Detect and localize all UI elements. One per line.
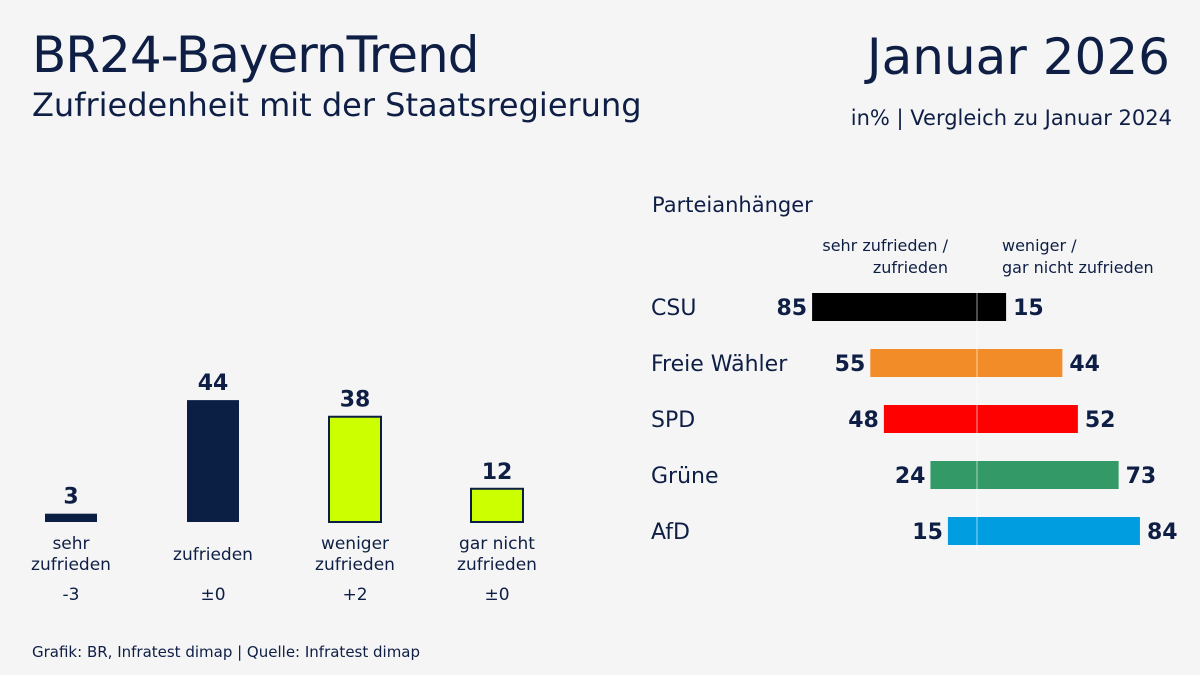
bar	[45, 513, 97, 522]
change-label: ±0	[484, 585, 509, 605]
data-label-satisfied: 24	[895, 464, 926, 489]
category-label: weniger	[321, 534, 389, 554]
data-label: 44	[198, 371, 229, 396]
bar-dissatisfied	[977, 405, 1078, 433]
right-header: gar nicht zufrieden	[1002, 258, 1154, 277]
party-label: CSU	[651, 296, 696, 321]
bar	[328, 415, 382, 523]
bar-dissatisfied	[977, 517, 1140, 545]
data-label-dissatisfied: 44	[1069, 352, 1100, 377]
category-label: zufrieden	[457, 555, 537, 575]
bar	[470, 487, 524, 524]
data-label: 3	[63, 485, 78, 510]
change-label: +2	[342, 585, 367, 605]
source-footer: Grafik: BR, Infratest dimap | Quelle: In…	[32, 643, 421, 661]
data-label: 12	[482, 460, 513, 485]
category-label: sehr	[52, 534, 89, 554]
page-title: BR24-BayernTrend	[32, 26, 479, 84]
data-label-dissatisfied: 84	[1147, 520, 1178, 545]
data-label-satisfied: 15	[912, 520, 943, 545]
party-label: SPD	[651, 408, 695, 433]
party-label: AfD	[651, 520, 690, 545]
change-label: -3	[63, 585, 80, 605]
data-label-satisfied: 48	[848, 408, 879, 433]
bar-dissatisfied	[977, 349, 1063, 377]
bar-satisfied	[883, 405, 977, 433]
bar-satisfied	[930, 461, 977, 489]
survey-date: Januar 2026	[866, 28, 1170, 86]
left-header: sehr zufrieden /	[822, 236, 948, 255]
data-label-dissatisfied: 52	[1085, 408, 1116, 433]
section-title: Parteianhänger	[652, 193, 813, 217]
bar-dissatisfied	[977, 293, 1007, 321]
bar-satisfied	[947, 517, 977, 545]
bar	[187, 400, 239, 522]
right-header: weniger /	[1002, 236, 1077, 255]
party-label: Grüne	[651, 464, 719, 489]
category-label: zufrieden	[31, 555, 111, 575]
category-label: gar nicht	[459, 534, 535, 554]
bar-satisfied	[812, 293, 977, 321]
category-label: zufrieden	[315, 555, 395, 575]
data-label-satisfied: 55	[835, 352, 866, 377]
party-label: Freie Wähler	[651, 352, 788, 377]
data-label-dissatisfied: 73	[1126, 464, 1157, 489]
page-subtitle: Zufriedenheit mit der Staatsregierung	[32, 86, 642, 124]
change-label: ±0	[200, 585, 225, 605]
left-header: zufrieden	[873, 258, 948, 277]
unit-note: in% | Vergleich zu Januar 2024	[850, 106, 1172, 130]
data-label-dissatisfied: 15	[1013, 296, 1044, 321]
bar-dissatisfied	[977, 461, 1119, 489]
bar-satisfied	[870, 349, 977, 377]
data-label: 38	[340, 388, 371, 413]
category-label: zufrieden	[173, 545, 253, 565]
data-label-satisfied: 85	[776, 296, 807, 321]
